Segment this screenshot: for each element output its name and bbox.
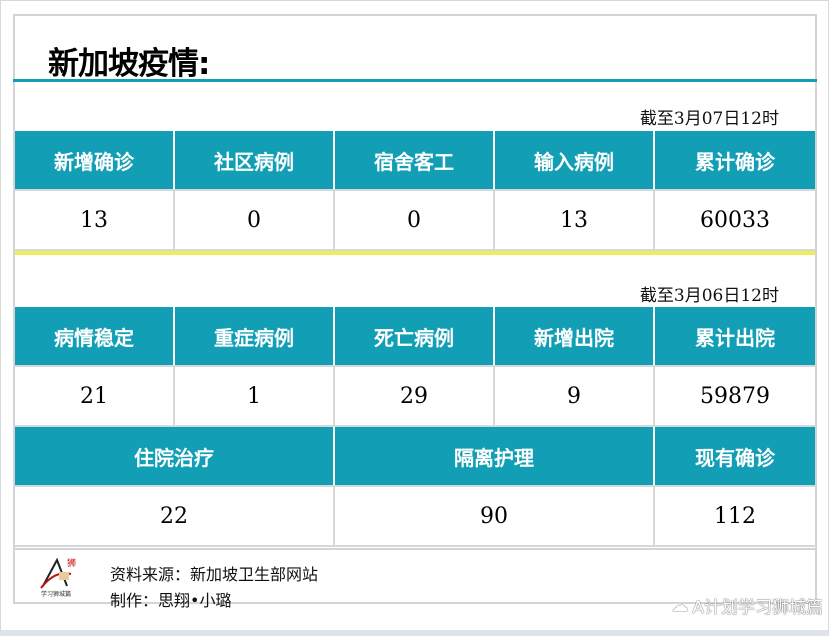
header-row-1: 新增确诊 社区病例 宿舍客工 输入病例 累计确诊: [15, 131, 815, 191]
value-cell: 1: [175, 367, 335, 425]
header-cell: 病情稳定: [15, 307, 175, 365]
value-cell: 29: [335, 367, 495, 425]
value-cell: 22: [15, 487, 335, 545]
watermark-text: A计划学习狮城篇: [692, 598, 823, 618]
logo-icon: 狮 学习狮城篇: [40, 557, 76, 598]
header-cell: 现有确诊: [655, 427, 815, 485]
header-cell: 输入病例: [495, 131, 655, 189]
header-cell: 新增出院: [495, 307, 655, 365]
value-cell: 90: [335, 487, 655, 545]
author-text: 制作：思翔•小璐: [110, 591, 232, 610]
wechat-icon: ☁: [671, 595, 689, 616]
value-cell: 21: [15, 367, 175, 425]
source-text: 资料来源：新加坡卫生部网站: [110, 565, 319, 584]
page-title: 新加坡疫情:: [48, 46, 210, 82]
value-cell: 13: [15, 191, 175, 249]
value-row-1: 13 0 0 13 60033: [15, 191, 815, 251]
header-row-2: 病情稳定 重症病例 死亡病例 新增出院 累计出院: [15, 307, 815, 367]
svg-text:学习狮城篇: 学习狮城篇: [41, 590, 71, 598]
value-cell: 112: [655, 487, 815, 545]
date-label-1: 截至3月07日12时: [639, 109, 779, 129]
header-cell: 住院治疗: [15, 427, 335, 485]
footer: 狮 学习狮城篇 资料来源：新加坡卫生部网站 制作：思翔•小璐: [13, 548, 817, 610]
value-cell: 59879: [655, 367, 815, 425]
svg-text:狮: 狮: [67, 558, 76, 569]
value-row-3: 22 90 112: [15, 487, 815, 547]
header-cell: 死亡病例: [335, 307, 495, 365]
value-cell: 13: [495, 191, 655, 249]
section-divider: [15, 251, 815, 255]
header-cell: 重症病例: [175, 307, 335, 365]
header-cell: 社区病例: [175, 131, 335, 189]
header-cell: 宿舍客工: [335, 131, 495, 189]
value-cell: 9: [495, 367, 655, 425]
watermark: ☁ A计划学习狮城篇: [671, 593, 823, 619]
header-cell: 新增确诊: [15, 131, 175, 189]
value-row-2: 21 1 29 9 59879: [15, 367, 815, 427]
header-row-3: 住院治疗 隔离护理 现有确诊: [15, 427, 815, 487]
value-cell: 60033: [655, 191, 815, 249]
header-cell: 累计确诊: [655, 131, 815, 189]
value-cell: 0: [335, 191, 495, 249]
header-cell: 累计出院: [655, 307, 815, 365]
header-cell: 隔离护理: [335, 427, 655, 485]
value-cell: 0: [175, 191, 335, 249]
title-divider: [13, 79, 817, 82]
date-label-2: 截至3月06日12时: [639, 286, 779, 306]
